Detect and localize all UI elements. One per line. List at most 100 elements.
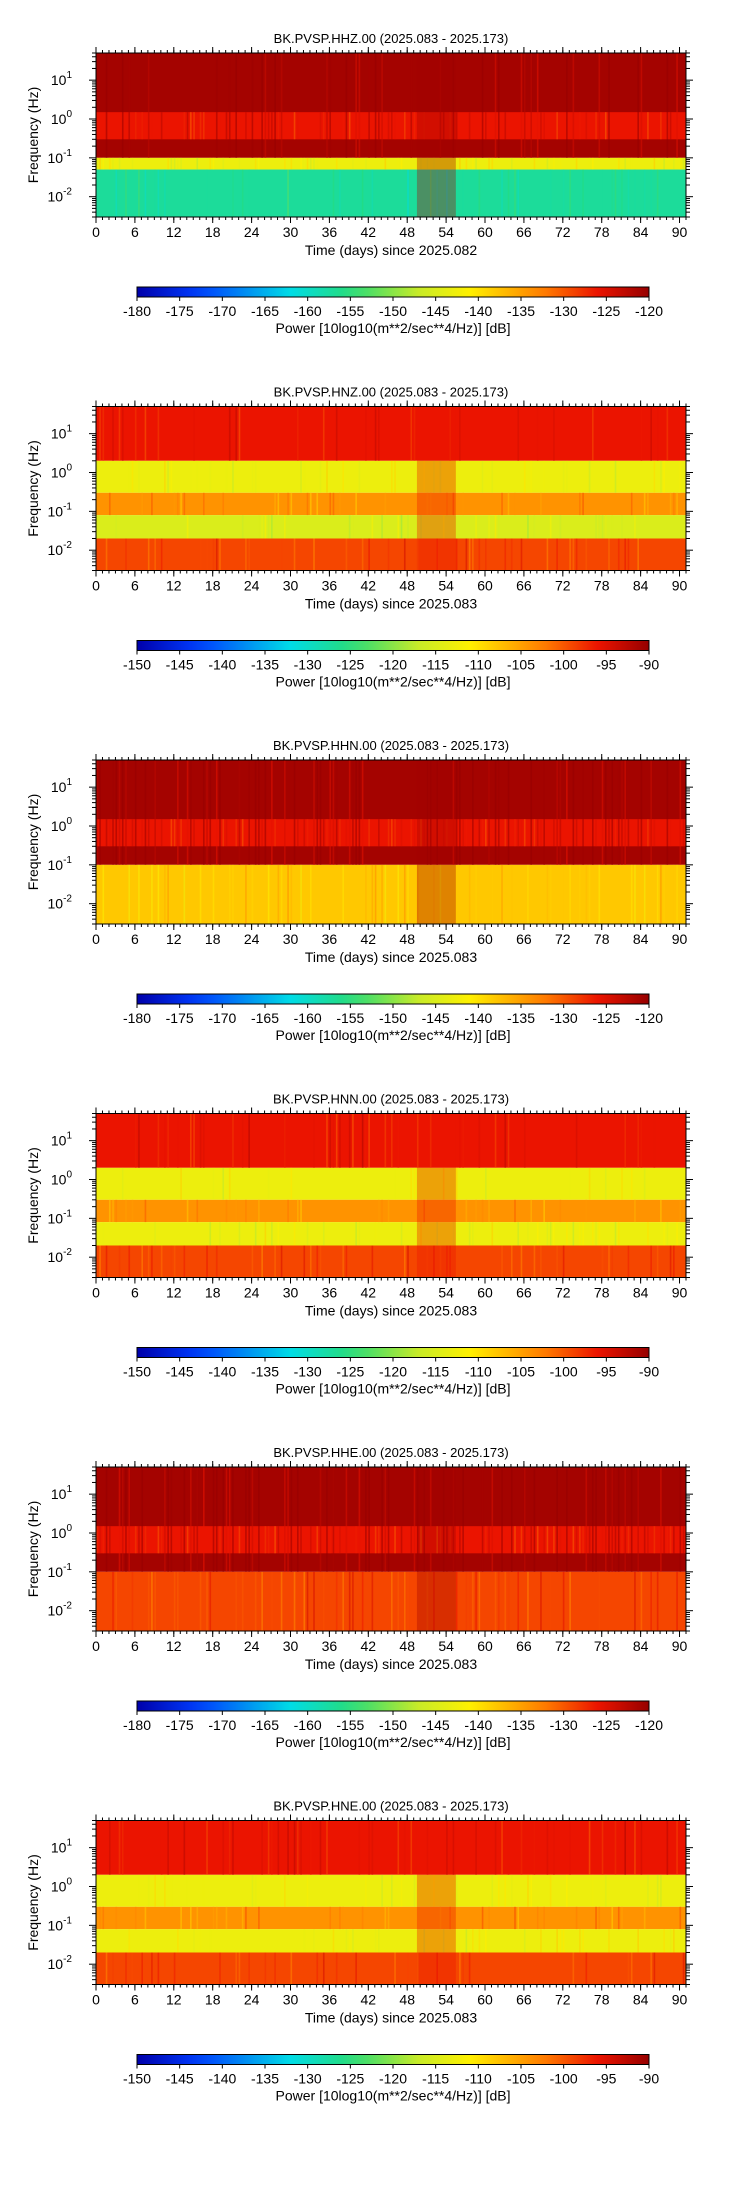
time-streak <box>238 760 241 865</box>
time-streak <box>601 515 604 539</box>
time-streak <box>352 157 354 170</box>
time-streak <box>284 760 286 865</box>
y-axis-label: Frequency (Hz) <box>25 794 41 890</box>
time-streak <box>669 1929 672 1953</box>
y-tick-exponent: 0 <box>66 109 72 120</box>
time-streak <box>455 1874 458 1907</box>
x-tick-label: 0 <box>92 1638 100 1654</box>
time-streak <box>595 1906 597 1930</box>
time-streak <box>219 760 221 865</box>
time-streak <box>267 864 270 924</box>
time-streak <box>566 1222 568 1246</box>
time-streak <box>215 1906 218 1930</box>
time-streak <box>99 1906 101 1930</box>
y-axis-label: Frequency (Hz) <box>25 1147 41 1243</box>
time-streak <box>121 406 124 461</box>
x-tick-label: 12 <box>166 931 182 947</box>
colorbar-tick-label: -120 <box>379 2071 407 2087</box>
time-streak <box>640 1571 643 1631</box>
time-streak <box>134 406 137 461</box>
time-streak <box>439 1245 442 1278</box>
time-streak <box>342 1906 344 1930</box>
time-streak <box>611 1906 614 1930</box>
time-streak <box>449 1906 451 1930</box>
time-streak <box>643 492 646 516</box>
time-streak <box>277 1526 280 1554</box>
time-streak <box>245 1467 247 1572</box>
spectrogram-panel-2: BK.PVSP.HNZ.00 (2025.083 - 2025.173)0 6 12… <box>25 385 693 690</box>
time-streak <box>361 1571 364 1631</box>
time-streak <box>209 760 212 865</box>
time-streak <box>494 515 497 539</box>
time-streak <box>630 492 633 516</box>
time-streak <box>575 1526 578 1554</box>
time-streak <box>355 492 357 516</box>
colorbar-tick-label: -150 <box>123 657 151 673</box>
x-tick-label: 84 <box>633 1285 649 1301</box>
time-streak <box>575 1906 578 1930</box>
time-streak <box>290 864 293 924</box>
time-streak <box>604 112 607 140</box>
time-streak <box>199 112 202 140</box>
time-streak <box>475 515 477 539</box>
time-streak <box>514 492 516 516</box>
time-streak <box>141 819 144 847</box>
time-streak <box>235 1952 238 1985</box>
colorbar-tick-label: -170 <box>208 1717 236 1733</box>
time-streak <box>348 760 351 865</box>
time-streak <box>416 1467 419 1572</box>
time-streak <box>296 406 299 461</box>
x-tick-label: 18 <box>205 1992 221 2008</box>
time-streak <box>326 460 328 493</box>
time-streak <box>481 1906 484 1930</box>
time-streak <box>491 460 494 493</box>
time-streak <box>585 1467 588 1572</box>
time-streak <box>436 538 439 571</box>
x-tick-label: 48 <box>399 578 415 594</box>
time-streak <box>426 1820 429 1875</box>
time-streak <box>225 112 228 140</box>
time-streak <box>436 169 439 217</box>
daily-streaks <box>96 760 685 924</box>
y-tick-exponent: -1 <box>63 501 72 512</box>
time-streak <box>261 1820 263 1875</box>
time-streak <box>452 492 455 516</box>
time-streak <box>572 1526 575 1554</box>
time-streak <box>442 1929 445 1953</box>
time-streak <box>523 460 526 493</box>
time-streak <box>488 1199 490 1223</box>
time-streak <box>410 53 413 158</box>
time-streak <box>485 1167 487 1200</box>
x-tick-label: 78 <box>594 1992 610 2008</box>
x-tick-label: 54 <box>438 578 454 594</box>
time-streak <box>617 1222 620 1246</box>
time-streak <box>238 406 241 461</box>
time-streak <box>322 406 325 461</box>
time-streak <box>280 53 283 158</box>
colorbar-tick-label: -175 <box>166 303 194 319</box>
time-streak <box>225 460 228 493</box>
time-streak <box>287 1820 289 1875</box>
time-streak <box>177 1929 179 1953</box>
time-streak <box>352 1929 354 1953</box>
time-streak <box>319 112 322 140</box>
time-streak <box>138 169 140 217</box>
time-streak <box>274 819 276 847</box>
x-tick-label: 60 <box>477 1638 493 1654</box>
time-streak <box>251 53 254 158</box>
time-streak <box>300 157 302 170</box>
time-streak <box>180 157 182 170</box>
time-streak <box>293 538 296 571</box>
time-streak <box>627 1526 630 1554</box>
time-streak <box>673 157 675 170</box>
time-streak <box>309 157 312 170</box>
time-streak <box>540 1571 542 1631</box>
time-streak <box>585 1952 588 1985</box>
colorbar-tick-label: -120 <box>635 303 663 319</box>
time-streak <box>468 538 471 571</box>
time-streak <box>206 538 208 571</box>
time-streak <box>99 760 101 865</box>
time-streak <box>309 1526 312 1554</box>
time-streak <box>309 864 312 924</box>
